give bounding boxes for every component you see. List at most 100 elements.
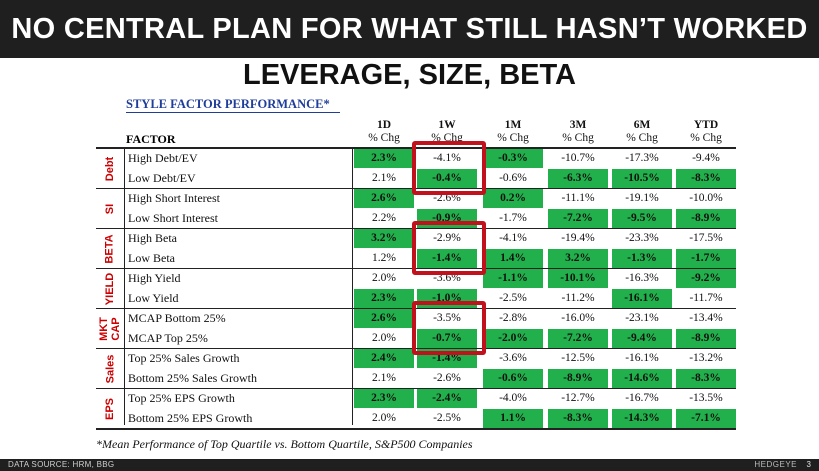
value-cell: -10.7% (561, 152, 595, 164)
value-cell: 2.3% (354, 289, 414, 308)
value-cell: 2.0% (372, 272, 396, 284)
value-cell: -11.1% (561, 192, 595, 204)
column-unit: % Chg (497, 132, 529, 144)
factor-label: Low Beta (128, 251, 175, 265)
value-cell: -17.3% (625, 152, 659, 164)
value-cell: -23.1% (625, 312, 659, 324)
value-cell: 2.6% (354, 309, 414, 328)
value-cell: 2.0% (372, 332, 396, 344)
column-header: 1D% Chg (354, 119, 414, 145)
category-label: Sales (96, 349, 124, 389)
factor-label: Top 25% EPS Growth (128, 391, 235, 405)
value-cell: 1.1% (483, 409, 543, 428)
value-cell: -8.3% (676, 369, 736, 388)
value-cell: -8.3% (676, 169, 736, 188)
value-cell: -10.5% (612, 169, 672, 188)
value-cell: -3.5% (433, 312, 461, 324)
factor-column-header: FACTOR (126, 132, 176, 146)
factor-label: Low Debt/EV (128, 171, 196, 185)
value-cell: -12.5% (561, 352, 595, 364)
category-label: YIELD (96, 269, 124, 309)
column-period: 1M (504, 119, 522, 131)
brand-logo: HEDGEYE (754, 460, 797, 469)
value-cell: -13.5% (689, 392, 723, 404)
column-unit: % Chg (368, 132, 400, 144)
group-divider (96, 228, 736, 229)
value-cell: -13.4% (689, 312, 723, 324)
value-cell: -0.6% (499, 172, 527, 184)
value-cell: 2.0% (372, 412, 396, 424)
value-cell: -0.4% (417, 169, 477, 188)
value-cell: -2.9% (433, 232, 461, 244)
value-cell: -16.0% (561, 312, 595, 324)
group-divider (96, 348, 736, 349)
value-cell: -10.1% (548, 269, 608, 288)
value-cell: -12.7% (561, 392, 595, 404)
highlight-box (412, 301, 486, 355)
category-divider (124, 148, 125, 425)
value-cell: -9.2% (676, 269, 736, 288)
value-cell: 2.2% (372, 212, 396, 224)
value-cell: -9.4% (612, 329, 672, 348)
value-cell: -7.1% (676, 409, 736, 428)
slide-subtitle: LEVERAGE, SIZE, BETA (242, 59, 576, 91)
group-divider (96, 268, 736, 269)
value-cell: -6.3% (548, 169, 608, 188)
group-divider (96, 308, 736, 309)
value-cell: 3.2% (548, 249, 608, 268)
group-divider (96, 388, 736, 389)
category-label-text: Debt (103, 156, 116, 182)
column-period: 1W (438, 119, 456, 131)
column-unit: % Chg (626, 132, 658, 144)
factor-label: MCAP Top 25% (128, 331, 208, 345)
category-label-text: Sales (104, 354, 116, 384)
column-period: 3M (569, 119, 587, 131)
value-cell: -23.3% (625, 232, 659, 244)
factor-label: Low Yield (128, 291, 179, 305)
value-cell: 2.1% (372, 372, 396, 384)
group-divider (96, 428, 736, 430)
factor-divider (352, 148, 353, 425)
highlight-box (412, 221, 486, 275)
category-label: Debt (96, 149, 124, 189)
value-cell: -1.3% (612, 249, 672, 268)
value-cell: -1.7% (676, 249, 736, 268)
value-cell: -7.2% (548, 329, 608, 348)
value-cell: 1.4% (483, 249, 543, 268)
value-cell: -4.1% (499, 232, 527, 244)
value-cell: -16.3% (625, 272, 659, 284)
category-label-text: BETA (104, 234, 117, 264)
column-period: YTD (693, 119, 719, 131)
footer-bar (0, 459, 819, 471)
value-cell: 1.2% (372, 252, 396, 264)
value-cell: -4.1% (433, 152, 461, 164)
value-cell: -7.2% (548, 209, 608, 228)
factor-label: Bottom 25% EPS Growth (128, 411, 253, 425)
value-cell: -2.6% (433, 192, 461, 204)
value-cell: -1.7% (499, 212, 527, 224)
value-cell: 2.4% (354, 349, 414, 368)
column-header: 1M% Chg (483, 119, 543, 145)
column-period: 6M (633, 119, 651, 131)
value-cell: 2.6% (354, 189, 414, 208)
column-header: YTD% Chg (676, 119, 736, 145)
highlight-box (412, 141, 486, 195)
column-header: 6M% Chg (612, 119, 672, 145)
value-cell: -8.9% (548, 369, 608, 388)
header-rule (96, 147, 736, 149)
value-cell: -8.9% (676, 329, 736, 348)
value-cell: -3.6% (499, 352, 527, 364)
slide-title: NO CENTRAL PLAN FOR WHAT STILL HASN’T WO… (11, 13, 808, 45)
page-number: 3 (806, 460, 811, 469)
factor-label: High Beta (128, 231, 177, 245)
factor-label: High Debt/EV (128, 151, 198, 165)
value-cell: -0.6% (483, 369, 543, 388)
value-cell: -13.2% (689, 352, 723, 364)
value-cell: -11.7% (689, 292, 723, 304)
category-label-text: YIELD (104, 272, 116, 306)
value-cell: -17.5% (689, 232, 723, 244)
factor-label: Low Short Interest (128, 211, 218, 225)
category-label: SI (96, 189, 124, 229)
value-cell: -10.0% (689, 192, 723, 204)
value-cell: 2.3% (354, 149, 414, 168)
